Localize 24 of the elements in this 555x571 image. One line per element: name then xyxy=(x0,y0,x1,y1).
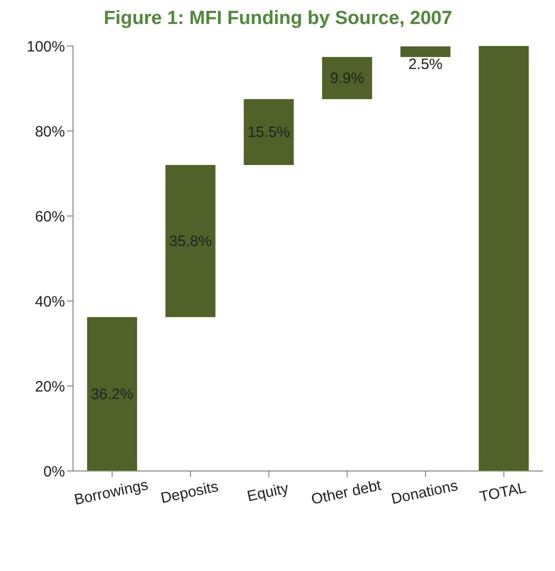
chart-title: Figure 1: MFI Funding by Source, 2007 xyxy=(102,8,454,30)
x-tick-label: Other debt xyxy=(310,476,384,508)
y-tick-label: 80% xyxy=(34,123,65,140)
y-tick-label: 100% xyxy=(26,38,65,56)
bar xyxy=(244,99,294,165)
y-tick-label: 20% xyxy=(34,378,65,396)
data-label: 35.8% xyxy=(169,233,212,250)
y-tick-label: 60% xyxy=(34,208,65,226)
data-label: 2.5% xyxy=(408,56,443,74)
bar xyxy=(400,46,450,58)
x-tick-label: Deposits xyxy=(159,478,220,507)
x-tick-label: TOTAL xyxy=(478,479,528,506)
x-tick-label: Donations xyxy=(390,477,460,508)
data-label: 9.9% xyxy=(330,70,364,88)
y-tick-label: 0% xyxy=(43,463,65,480)
bar xyxy=(478,46,529,471)
x-tick-label: Equity xyxy=(246,480,291,506)
bar xyxy=(322,57,372,100)
bar xyxy=(87,317,138,471)
x-tick-label: Borrowings xyxy=(72,476,150,509)
y-tick-label: 40% xyxy=(34,293,65,310)
data-label: 15.5% xyxy=(247,124,290,142)
data-label: 36.2% xyxy=(90,386,134,404)
bar xyxy=(165,165,216,318)
